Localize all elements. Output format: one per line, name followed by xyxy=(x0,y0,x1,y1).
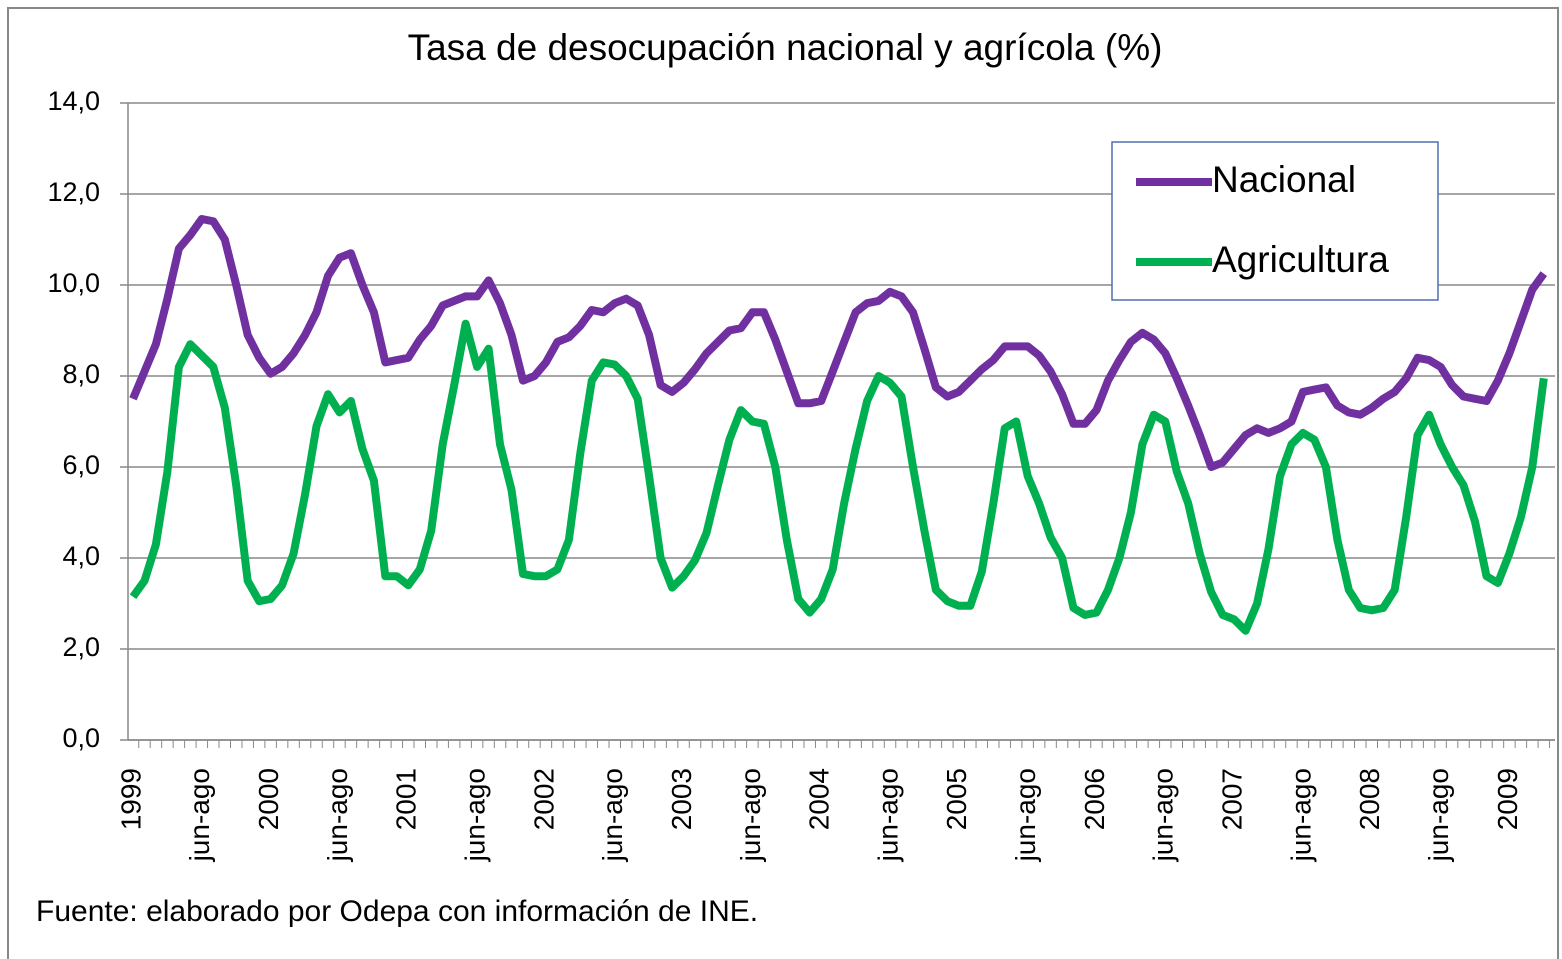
x-tick-label: jun-ago xyxy=(597,768,628,862)
x-tick-label: jun-ago xyxy=(872,768,903,862)
y-tick-label: 2,0 xyxy=(62,632,100,662)
x-tick-label: jun-ago xyxy=(184,768,215,862)
x-tick-label: 2005 xyxy=(941,768,972,830)
x-tick-label: 2007 xyxy=(1217,768,1248,830)
chart-title: Tasa de desocupación nacional y agrícola… xyxy=(408,27,1163,68)
series-line xyxy=(129,319,1548,635)
y-tick-label: 0,0 xyxy=(62,723,100,753)
y-tick-label: 12,0 xyxy=(47,177,100,207)
x-tick-label: 2004 xyxy=(804,768,835,830)
legend-box xyxy=(1111,141,1439,301)
x-tick-label: 2008 xyxy=(1354,768,1385,830)
x-tick-label: 2006 xyxy=(1079,768,1110,830)
x-tick-label: jun-ago xyxy=(1148,768,1179,862)
x-tick-label: 1999 xyxy=(115,768,146,830)
x-tick-label: 2001 xyxy=(391,768,422,830)
x-tick-label: jun-ago xyxy=(1285,768,1316,862)
y-tick-label: 8,0 xyxy=(62,359,100,389)
y-tick-label: 14,0 xyxy=(47,86,100,116)
y-tick-label: 6,0 xyxy=(62,450,100,480)
footnote: Fuente: elaborado por Odepa con informac… xyxy=(36,895,758,928)
x-tick-label: 2003 xyxy=(666,768,697,830)
x-tick-label: jun-ago xyxy=(735,768,766,862)
legend-label: Agricultura xyxy=(1212,239,1389,280)
legend-label: Nacional xyxy=(1212,159,1356,200)
x-tick-label: 2009 xyxy=(1492,768,1523,830)
y-tick-label: 10,0 xyxy=(47,268,100,298)
x-tick-label: jun-ago xyxy=(459,768,490,862)
series-line xyxy=(129,215,1548,471)
x-tick-label: jun-ago xyxy=(322,768,353,862)
x-tick-label: 2002 xyxy=(528,768,559,830)
x-tick-label: 2000 xyxy=(253,768,284,830)
x-tick-label: jun-ago xyxy=(1010,768,1041,862)
x-tick-label: jun-ago xyxy=(1423,768,1454,862)
y-tick-label: 4,0 xyxy=(62,541,100,571)
